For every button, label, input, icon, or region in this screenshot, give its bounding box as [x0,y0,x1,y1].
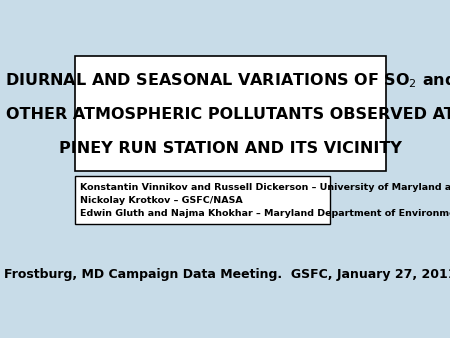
Text: Frostburg, MD Campaign Data Meeting.  GSFC, January 27, 2011: Frostburg, MD Campaign Data Meeting. GSF… [4,268,450,281]
FancyBboxPatch shape [76,56,386,171]
Text: OTHER ATMOSPHERIC POLLUTANTS OBSERVED AT: OTHER ATMOSPHERIC POLLUTANTS OBSERVED AT [6,107,450,122]
FancyBboxPatch shape [76,176,330,224]
Text: DIURNAL AND SEASONAL VARIATIONS OF SO$_2$ and: DIURNAL AND SEASONAL VARIATIONS OF SO$_2… [5,72,450,90]
Text: PINEY RUN STATION AND ITS VICINITY: PINEY RUN STATION AND ITS VICINITY [59,141,402,156]
Text: Konstantin Vinnikov and Russell Dickerson – University of Maryland at College Pa: Konstantin Vinnikov and Russell Dickerso… [80,183,450,218]
